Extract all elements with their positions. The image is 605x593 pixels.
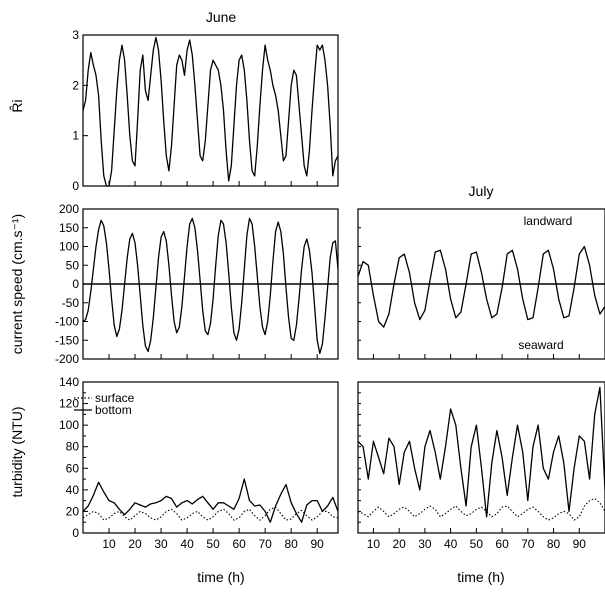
june_turbidity-x-tick-label: 60 <box>232 537 246 551</box>
june_turbidity-x-tick-label: 40 <box>180 537 194 551</box>
june_turbidity-y-tick-label: 60 <box>66 461 80 475</box>
june_speed-y-tick-label: 50 <box>66 258 80 272</box>
july_turbidity-x-tick-label: 30 <box>418 537 432 551</box>
seaward-annotation: seaward <box>518 338 563 352</box>
june_speed-y-tick-label: 150 <box>59 221 79 235</box>
speed-axis-label: current speed (cm.s⁻¹) <box>9 214 25 354</box>
june_speed-y-tick-label: -150 <box>55 333 79 347</box>
june_turbidity-y-tick-label: 0 <box>72 526 79 540</box>
july_turbidity-x-tick-label: 90 <box>573 537 587 551</box>
july_turbidity-surface-line <box>357 497 605 521</box>
june_speed-y-tick-label: -200 <box>55 352 79 366</box>
july_speed-series-1-line <box>357 245 605 328</box>
june_turbidity-x-tick-label: 30 <box>154 537 168 551</box>
june_speed-y-tick-label: 200 <box>59 202 79 216</box>
june-x-axis-label: time (h) <box>197 569 244 585</box>
june_ri-y-tick-label: 3 <box>72 28 79 42</box>
july_turbidity-x-tick-label: 40 <box>444 537 458 551</box>
june_turbidity-y-tick-label: 40 <box>66 483 80 497</box>
june_speed-y-tick-label: 100 <box>59 240 79 254</box>
july-title: July <box>469 183 494 199</box>
july-x-axis-label: time (h) <box>457 569 504 585</box>
july_turbidity-bottom-line <box>357 386 605 518</box>
landward-annotation: landward <box>524 214 573 228</box>
june_speed-series-1-line <box>82 217 339 355</box>
july_turbidity-x-tick-label: 70 <box>521 537 535 551</box>
ri-axis-label: R̂i <box>9 99 25 112</box>
july_turbidity-x-tick-label: 80 <box>547 537 561 551</box>
june_speed-y-tick-label: 0 <box>72 277 79 291</box>
june_turbidity-x-tick-label: 70 <box>258 537 272 551</box>
july_turbidity-x-tick-label: 10 <box>367 537 381 551</box>
july_turbidity-x-tick-label: 50 <box>470 537 484 551</box>
june_ri-y-tick-label: 2 <box>72 78 79 92</box>
june_turbidity-x-tick-label: 20 <box>128 537 142 551</box>
june_turbidity-y-tick-label: 80 <box>66 440 80 454</box>
june_turbidity-y-tick-label: 140 <box>59 375 79 389</box>
june_ri-y-tick-label: 1 <box>72 129 79 143</box>
june_turbidity-y-tick-label: 120 <box>59 397 79 411</box>
june_turbidity-y-tick-label: 100 <box>59 418 79 432</box>
june-title: June <box>206 9 237 25</box>
july_turbidity-x-tick-label: 20 <box>392 537 406 551</box>
june_turbidity-x-tick-label: 90 <box>311 537 325 551</box>
june_turbidity-x-tick-label: 10 <box>102 537 116 551</box>
june_speed-y-tick-label: -100 <box>55 315 79 329</box>
legend-bottom-label: bottom <box>95 403 132 417</box>
july_turbidity-x-tick-label: 60 <box>495 537 509 551</box>
turbidity-axis-label: turbidity (NTU) <box>9 406 25 497</box>
june_speed-y-tick-label: -50 <box>62 296 80 310</box>
june_turbidity-y-tick-label: 20 <box>66 504 80 518</box>
june_turbidity-bottom-line <box>82 478 339 523</box>
legend-surface-label: surface <box>95 391 135 405</box>
june_turbidity-x-tick-label: 80 <box>284 537 298 551</box>
june_turbidity-x-tick-label: 50 <box>206 537 220 551</box>
june_turbidity-surface-line <box>82 506 339 521</box>
june_ri-y-tick-label: 0 <box>72 179 79 193</box>
june_ri-series-1-line <box>82 36 339 187</box>
